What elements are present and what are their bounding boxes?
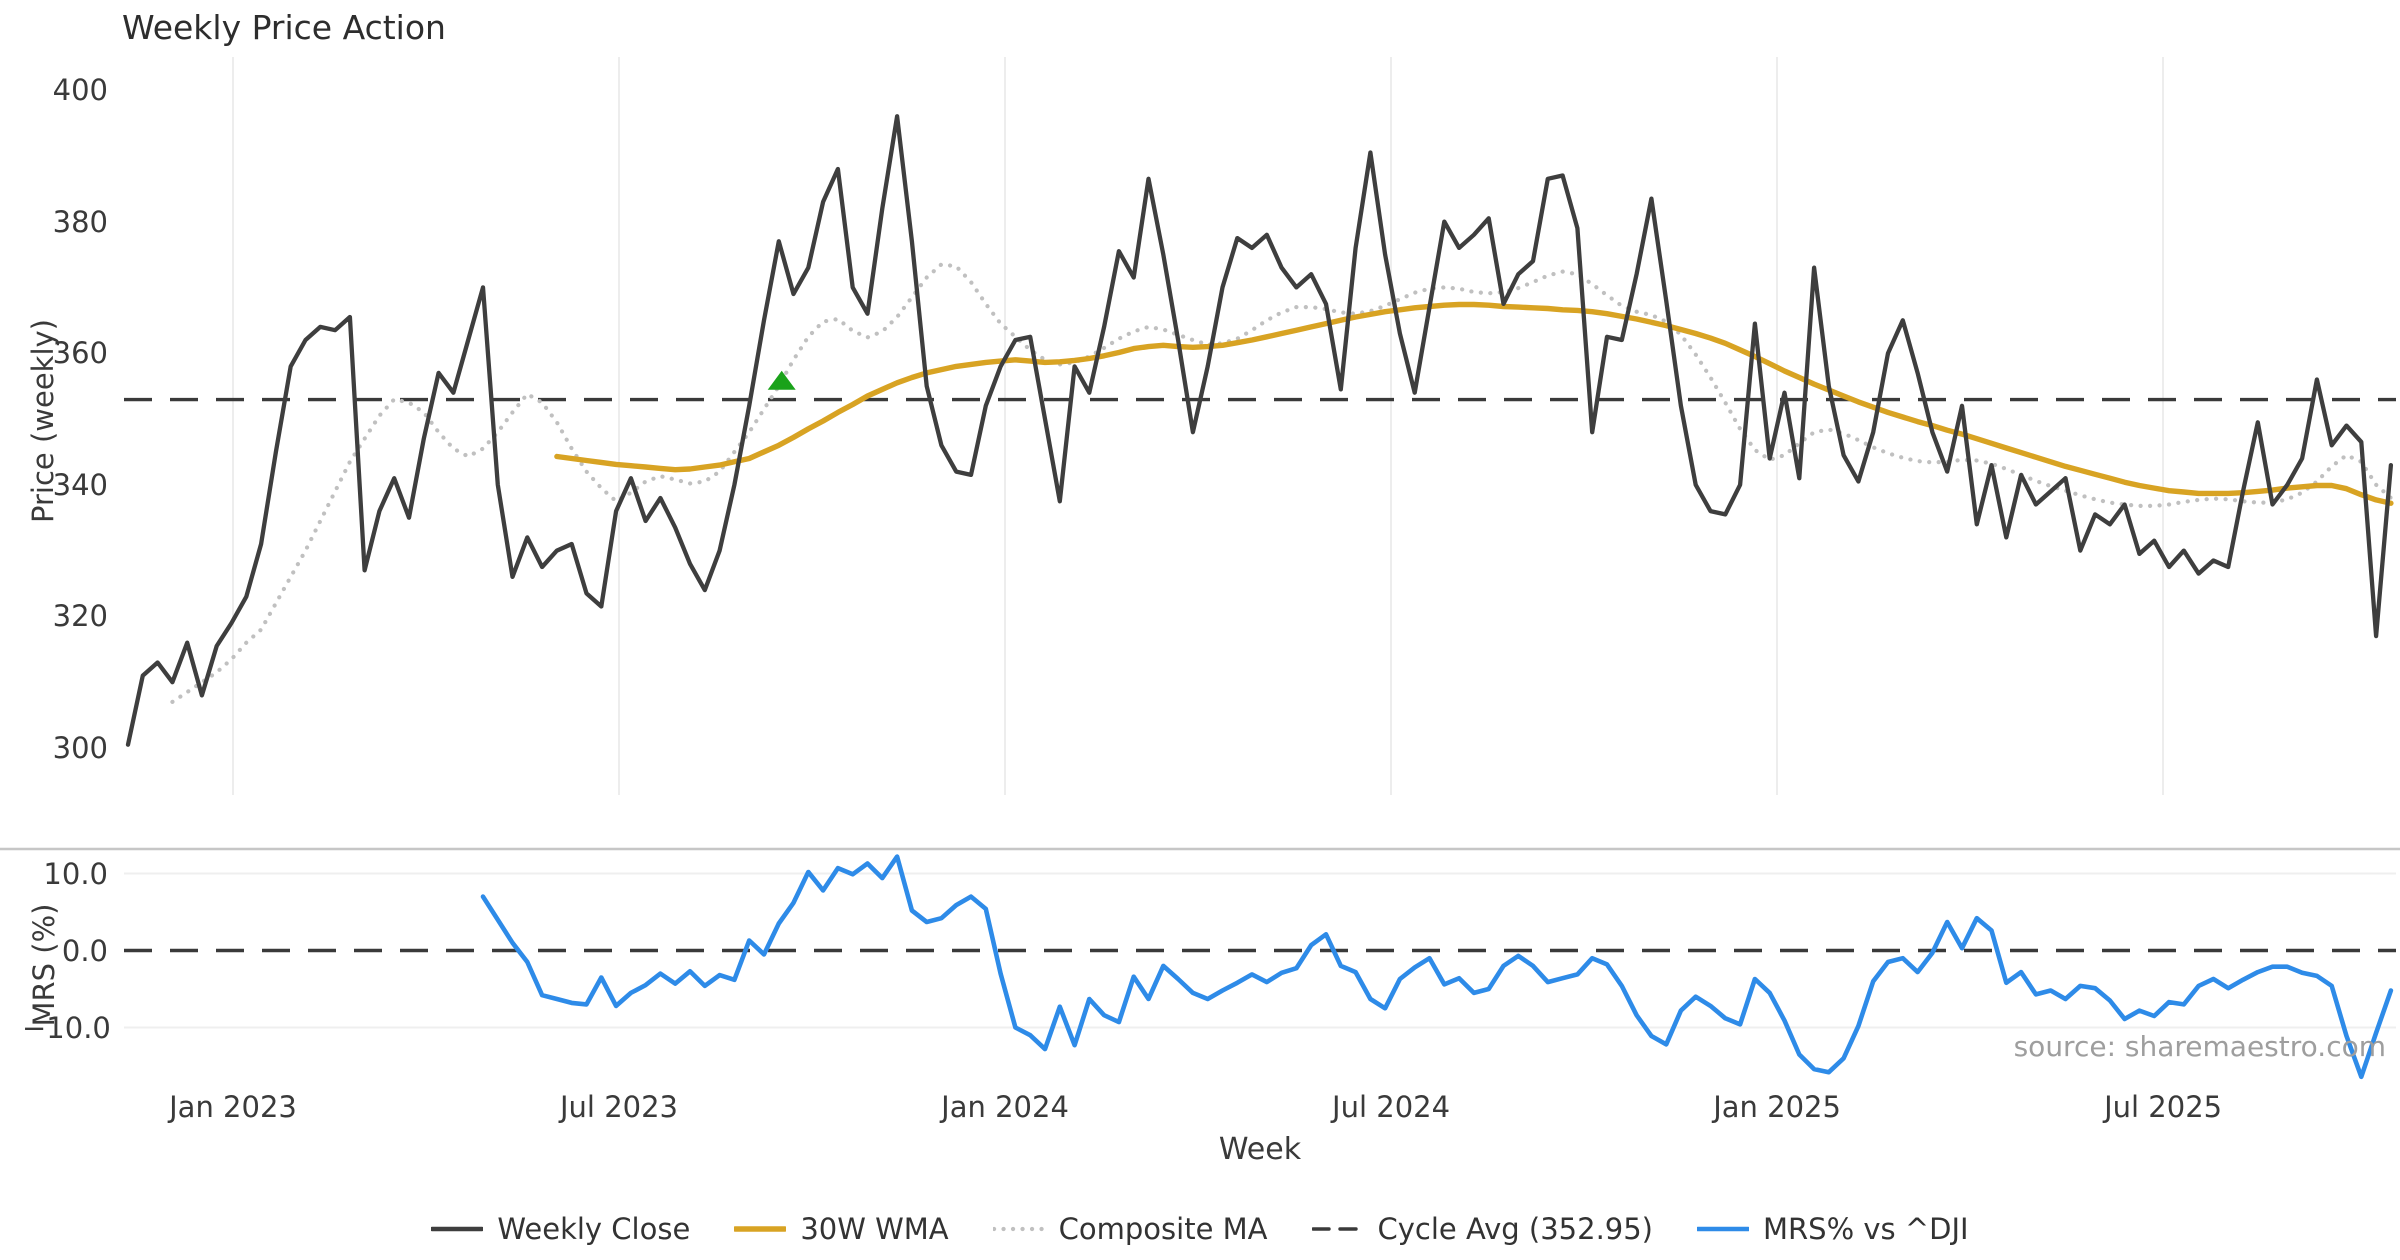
buy-signal-marker xyxy=(767,370,796,390)
x-axis-label: Week xyxy=(1218,1132,1302,1167)
price-ytick: 380 xyxy=(52,204,108,239)
price-ytick: 340 xyxy=(52,467,108,502)
mrs-ytick: 0.0 xyxy=(61,933,108,968)
legend-item-wma30: 30W WMA xyxy=(734,1212,949,1246)
legend-item-mrs: MRS% vs ^DJI xyxy=(1697,1212,1969,1246)
chart-legend: Weekly Close 30W WMA Composite MA Cycle Avg… xyxy=(0,1212,2400,1246)
mrs-ytick: 10.0 xyxy=(43,856,108,891)
legend-label: MRS% vs ^DJI xyxy=(1763,1212,1969,1246)
source-attribution: source: sharemaestro.com xyxy=(2013,1030,2386,1063)
legend-swatch-cycle_avg xyxy=(1311,1227,1364,1231)
legend-swatch-wma30 xyxy=(734,1226,787,1232)
x-tick: Jul 2024 xyxy=(1332,1090,1451,1124)
price-ytick: 300 xyxy=(52,731,108,765)
price-ytick: 360 xyxy=(52,336,108,371)
legend-swatch-composite xyxy=(992,1226,1045,1232)
legend-item-cycle_avg: Cycle Avg (352.95) xyxy=(1311,1212,1654,1246)
x-tick: Jul 2023 xyxy=(560,1090,679,1124)
chart-title: Weekly Price Action xyxy=(122,8,446,47)
legend-label: Cycle Avg (352.95) xyxy=(1377,1212,1654,1246)
mrs-ytick: −10.0 xyxy=(22,1010,111,1045)
legend-swatch-mrs xyxy=(1697,1226,1749,1232)
legend-label: 30W WMA xyxy=(800,1212,949,1246)
x-tick: Jan 2024 xyxy=(941,1090,1069,1124)
legend-item-composite: Composite MA xyxy=(992,1212,1268,1246)
legend-swatch-close xyxy=(431,1226,484,1232)
x-tick: Jan 2025 xyxy=(1713,1090,1841,1124)
price-ytick: 320 xyxy=(52,599,108,634)
legend-item-close: Weekly Close xyxy=(431,1212,690,1246)
legend-label: Weekly Close xyxy=(497,1212,691,1246)
legend-label: Composite MA xyxy=(1058,1212,1268,1246)
x-tick: Jan 2023 xyxy=(169,1090,297,1124)
x-tick: Jul 2025 xyxy=(2104,1090,2223,1124)
price-ytick: 400 xyxy=(52,73,108,107)
